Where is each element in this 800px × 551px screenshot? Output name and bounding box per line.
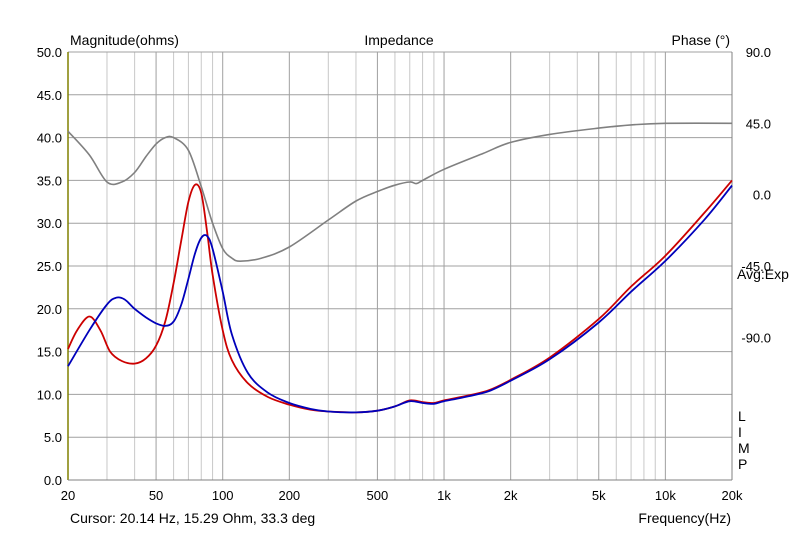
x-tick-label: 2k (504, 488, 518, 503)
x-tick-label: 500 (367, 488, 389, 503)
y-tick-right-label: 0.0 (753, 188, 771, 203)
y-tick-left-label: 25.0 (37, 259, 62, 274)
y-tick-right-label: -45.0 (741, 259, 771, 274)
x-axis-ticks: 20 50 100 200 500 1k 2k 5k 10k 20k (61, 488, 743, 503)
y-tick-left-label: 30.0 (37, 216, 62, 231)
x-tick-label: 20k (722, 488, 743, 503)
series-layer (67, 122, 733, 414)
y-axis-left-ticks: 0.0 5.0 10.0 15.0 20.0 25.0 30.0 35.0 40.0 45.0 50… (37, 45, 62, 488)
x-tick-label: 1k (437, 488, 451, 503)
x-tick-label: 5k (592, 488, 606, 503)
avg-exp-label: Avg:Exp (737, 266, 789, 282)
y-tick-left-label: 20.0 (37, 302, 62, 317)
x-tick-label: 200 (278, 488, 300, 503)
y-axis-right-label: Phase (°) (671, 32, 730, 48)
chart-title: Impedance (364, 32, 433, 48)
y-tick-left-label: 45.0 (37, 88, 62, 103)
x-tick-label: 20 (61, 488, 75, 503)
y-tick-right-label: 90.0 (746, 45, 771, 60)
y-axis-right-ticks: 90.0 45.0 0.0 -45.0 -90.0 (741, 45, 771, 345)
y-tick-left-label: 40.0 (37, 131, 62, 146)
y-tick-left-label: 0.0 (44, 473, 62, 488)
limp-letter-p: P (738, 456, 747, 472)
limp-letter-m: M (738, 440, 750, 456)
series-line-blue (67, 184, 733, 414)
limp-letter-l: L (738, 408, 746, 424)
limp-letter-i: I (738, 424, 742, 440)
y-tick-right-label: 45.0 (746, 116, 771, 131)
y-tick-left-label: 35.0 (37, 173, 62, 188)
y-axis-left-label: Magnitude(ohms) (70, 32, 179, 48)
y-tick-left-label: 15.0 (37, 345, 62, 360)
cursor-readout: Cursor: 20.14 Hz, 15.29 Ohm, 33.3 deg (70, 510, 315, 526)
y-tick-right-label: -90.0 (741, 330, 771, 345)
x-axis-label: Frequency(Hz) (638, 510, 731, 526)
y-tick-left-label: 10.0 (37, 387, 62, 402)
x-tick-label: 100 (212, 488, 234, 503)
x-tick-label: 50 (149, 488, 163, 503)
y-tick-left-label: 50.0 (37, 45, 62, 60)
series-line-phase (67, 122, 733, 262)
y-tick-left-label: 5.0 (44, 430, 62, 445)
x-tick-label: 10k (655, 488, 676, 503)
grid-major (68, 51, 732, 480)
